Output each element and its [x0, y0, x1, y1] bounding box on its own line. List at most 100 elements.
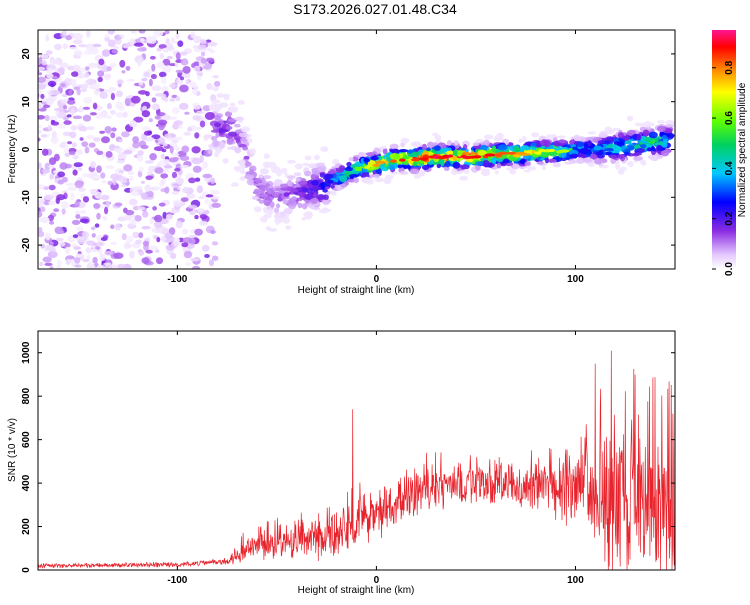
signal-blob	[522, 154, 531, 160]
signal-blob	[626, 115, 634, 122]
signal-blob	[452, 155, 458, 161]
noise-blob	[60, 201, 69, 210]
signal-blob	[319, 172, 326, 178]
noise-blob	[50, 251, 55, 255]
noise-blob	[119, 59, 126, 68]
signal-blob	[564, 161, 574, 165]
signal-blob	[251, 195, 259, 200]
signal-blob	[466, 158, 474, 163]
signal-blob	[612, 150, 621, 154]
ridge-peak	[411, 158, 420, 162]
signal-blob	[475, 164, 481, 171]
signal-blob	[519, 147, 524, 153]
signal-blob	[594, 158, 603, 165]
signal-blob	[312, 186, 321, 191]
signal-blob	[234, 116, 245, 121]
signal-blob	[502, 158, 510, 164]
signal-blob	[321, 207, 329, 214]
y-tick-label: 800	[21, 387, 32, 404]
signal-blob	[453, 140, 459, 146]
noise-blob	[82, 196, 90, 203]
noise-blob	[199, 120, 206, 128]
noise-blob	[206, 83, 213, 90]
noise-blob	[112, 45, 120, 50]
noise-blob	[117, 216, 127, 222]
signal-blob	[223, 94, 230, 101]
signal-blob	[399, 171, 409, 175]
noise-blob	[90, 248, 98, 253]
signal-blob	[382, 147, 388, 155]
noise-blob	[157, 112, 166, 117]
noise-blob	[73, 32, 83, 41]
signal-blob	[411, 151, 421, 155]
ridge-peak	[372, 163, 380, 167]
signal-blob	[522, 135, 527, 143]
noise-blob	[166, 163, 171, 169]
noise-blob	[129, 219, 137, 226]
noise-blob	[97, 70, 105, 77]
noise-blob	[164, 156, 170, 160]
noise-blob	[80, 209, 87, 215]
signal-blob	[238, 144, 247, 148]
signal-blob	[240, 126, 251, 133]
noise-blob	[124, 214, 132, 221]
noise-blob	[71, 78, 77, 87]
noise-blob	[60, 83, 66, 88]
noise-blob	[74, 180, 84, 189]
noise-blob	[137, 90, 148, 95]
signal-blob	[285, 225, 292, 230]
snr-x-axis-label: Height of straight line (km)	[298, 585, 415, 596]
signal-blob	[462, 152, 470, 156]
signal-blob	[297, 202, 303, 209]
signal-blob	[543, 140, 551, 148]
noise-blob	[114, 202, 123, 207]
noise-blob	[38, 137, 41, 142]
noise-blob	[121, 233, 127, 241]
colorbar: 0.0 0.2 0.4 0.6 0.8 Normalized spectral ampl…	[712, 30, 748, 276]
noise-blob	[184, 111, 190, 115]
noise-blob	[158, 202, 166, 207]
noise-blob	[171, 171, 178, 179]
noise-blob	[151, 63, 156, 72]
noise-blob	[126, 78, 135, 82]
signal-blob	[317, 165, 327, 172]
signal-blob	[278, 190, 286, 194]
signal-blob	[351, 157, 359, 162]
noise-blob	[187, 127, 193, 132]
noise-blob	[163, 167, 169, 174]
signal-blob	[301, 217, 307, 221]
noise-blob	[179, 155, 190, 161]
noise-blob	[38, 68, 39, 71]
noise-blob	[192, 89, 198, 95]
noise-blob	[186, 193, 196, 199]
signal-blob	[253, 206, 262, 213]
signal-blob	[293, 172, 302, 177]
noise-blob	[115, 168, 125, 176]
signal-blob	[480, 169, 491, 177]
colorbar-tick-label: 0.2	[724, 211, 735, 225]
signal-blob	[239, 138, 248, 142]
noise-blob	[211, 196, 220, 200]
noise-blob	[132, 231, 139, 239]
noise-blob	[169, 146, 174, 154]
noise-blob	[134, 215, 142, 222]
noise-blob	[48, 200, 56, 206]
noise-blob	[75, 214, 81, 219]
signal-blob	[220, 102, 228, 108]
signal-blob	[276, 169, 282, 177]
signal-blob	[448, 150, 454, 156]
noise-blob	[59, 62, 69, 69]
signal-blob	[322, 188, 328, 193]
signal-blob	[336, 185, 343, 191]
signal-blob	[225, 135, 232, 139]
signal-blob	[605, 136, 615, 142]
noise-blob	[159, 53, 164, 59]
noise-blob	[40, 216, 50, 224]
spectrogram-x-axis-label: Height of straight line (km)	[298, 285, 415, 296]
signal-blob	[302, 203, 308, 210]
noise-blob	[181, 73, 189, 78]
signal-blob	[344, 166, 354, 172]
noise-blob	[207, 148, 213, 155]
noise-blob	[171, 156, 180, 161]
